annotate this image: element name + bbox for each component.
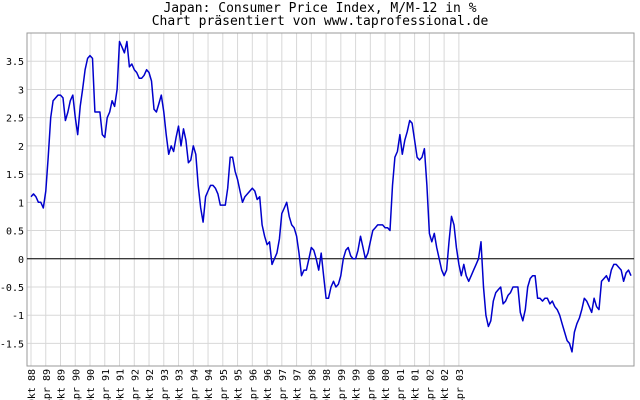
x-tick-label: Apr 01 [396, 369, 407, 400]
x-tick-label: Apr 98 [307, 369, 318, 400]
x-tick-label: Okt 02 [440, 369, 451, 400]
y-tick-label: 1.5 [6, 170, 24, 181]
y-tick-label: 2 [18, 142, 24, 153]
y-tick-label: 0.5 [6, 227, 24, 238]
x-tick-label: Okt 88 [27, 369, 38, 400]
y-tick-label: 2.5 [6, 114, 24, 125]
y-tick-label: 3 [18, 85, 24, 96]
x-tick-label: Apr 99 [337, 369, 348, 400]
x-tick-label: Okt 97 [293, 369, 304, 400]
y-tick-label: 3.5 [6, 57, 24, 68]
x-tick-label: Apr 94 [189, 369, 200, 400]
x-tick-label: Okt 91 [116, 369, 127, 400]
x-tick-label: Apr 00 [366, 369, 377, 400]
x-tick-label: Apr 92 [130, 369, 141, 400]
cpi-series-line [30, 40, 632, 353]
x-tick-label: Apr 91 [101, 369, 112, 400]
y-tick-label: -1 [12, 311, 24, 322]
y-tick-label: 1 [18, 198, 24, 209]
x-tick-label: Okt 95 [234, 369, 245, 400]
x-tick-label: Apr 02 [425, 369, 436, 400]
x-tick-label: Apr 96 [248, 369, 259, 400]
chart-subtitle: Chart präsentiert von www.taprofessional… [151, 14, 489, 29]
x-tick-label: Apr 95 [219, 369, 230, 400]
y-axis-ticks: 3.5 3 2.5 2 1.5 1 0.5 0 -0.5 -1 -1.5 [0, 57, 24, 350]
x-tick-label: Okt 93 [175, 369, 186, 400]
x-tick-label: Okt 94 [204, 369, 215, 400]
x-tick-label: Okt 92 [145, 369, 156, 400]
x-tick-label: Okt 90 [86, 369, 97, 400]
x-tick-label: Apr 03 [455, 369, 466, 400]
y-tick-label: -1.5 [0, 339, 24, 350]
plot-frame [26, 32, 635, 367]
x-tick-label: Okt 96 [263, 369, 274, 400]
x-tick-label: Okt 00 [381, 369, 392, 400]
x-tick-label: Apr 97 [278, 369, 289, 400]
x-tick-label: Okt 89 [57, 369, 68, 400]
x-tick-label: Apr 93 [160, 369, 171, 400]
x-tick-label: Okt 99 [352, 369, 363, 400]
y-tick-label: 0 [18, 255, 24, 266]
x-tick-label: Apr 90 [71, 369, 82, 400]
x-tick-label: Apr 89 [42, 369, 53, 400]
x-tick-label: Okt 01 [411, 369, 422, 400]
x-tick-label: Okt 98 [322, 369, 333, 400]
y-tick-label: -0.5 [0, 283, 24, 294]
x-axis-ticks: Okt 88 Apr 89 Okt 89 Apr 90 Okt 90 Apr 91 Okt … [27, 369, 466, 400]
chart-title: Japan: Consumer Price Index, M/M-12 in % [163, 1, 477, 16]
